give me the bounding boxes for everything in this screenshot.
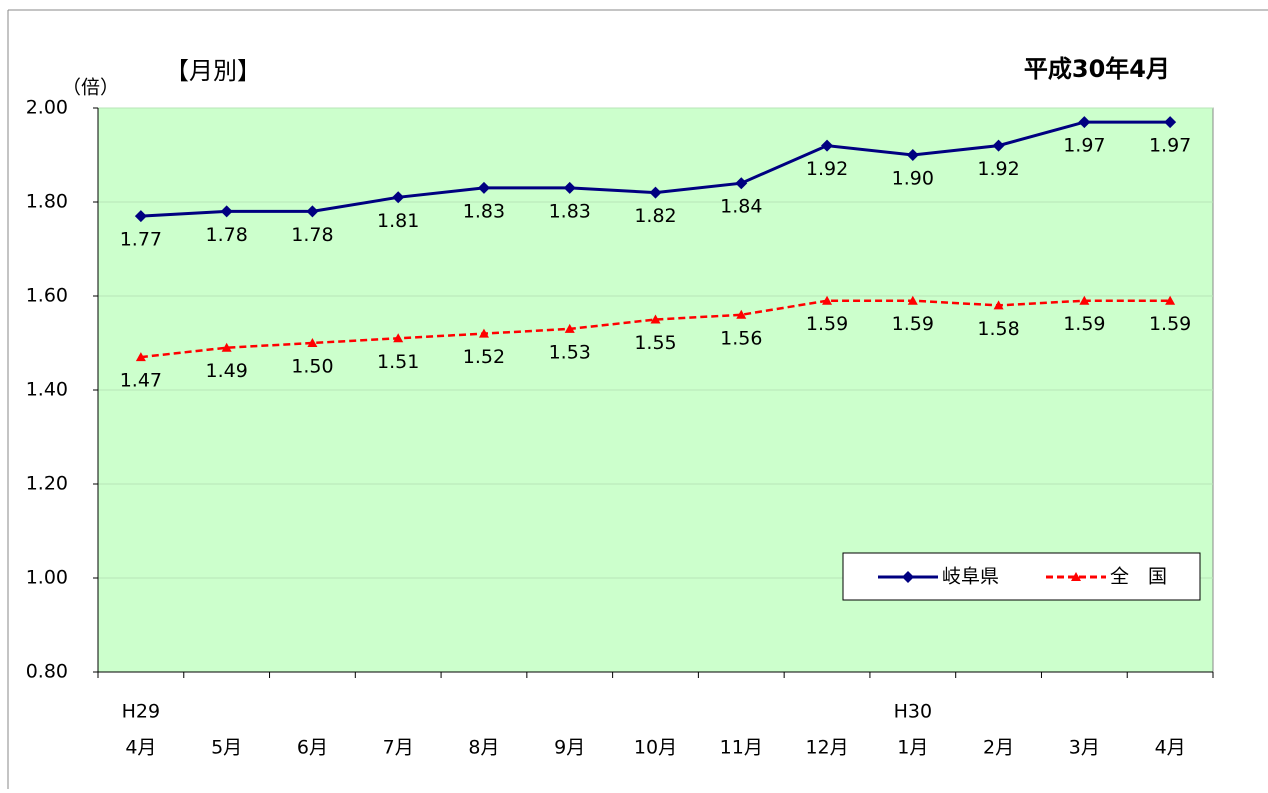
data-label: 1.59 xyxy=(892,313,934,335)
x-tick-label: 11月 xyxy=(720,737,763,759)
marker xyxy=(135,352,146,362)
era-label: H30 xyxy=(894,701,932,723)
chart-subtitle: 平成30年4月 xyxy=(1024,55,1170,83)
x-tick-label: 4月 xyxy=(125,737,156,759)
y-tick-label: 1.20 xyxy=(26,473,68,495)
marker xyxy=(564,323,575,333)
marker xyxy=(992,139,1005,152)
y-tick-label: 2.00 xyxy=(26,97,68,119)
chart-title: 【月別】 xyxy=(165,57,261,85)
y-tick-label: 0.80 xyxy=(26,661,68,683)
marker xyxy=(563,181,576,194)
data-label: 1.50 xyxy=(291,356,333,378)
data-label: 1.59 xyxy=(1149,313,1191,335)
marker xyxy=(220,205,233,218)
marker xyxy=(392,191,405,204)
data-label: 1.90 xyxy=(892,168,934,190)
marker xyxy=(307,338,318,347)
data-label: 1.49 xyxy=(205,360,247,382)
marker xyxy=(736,309,747,319)
data-label: 1.84 xyxy=(720,196,762,218)
y-tick-label: 1.40 xyxy=(26,379,68,401)
data-label: 1.82 xyxy=(634,205,676,227)
x-tick-label: 5月 xyxy=(211,737,242,759)
marker xyxy=(1078,116,1091,129)
x-tick-label: 7月 xyxy=(383,737,414,759)
marker xyxy=(993,300,1004,310)
x-tick-label: 9月 xyxy=(554,737,585,759)
data-label: 1.83 xyxy=(549,200,591,222)
data-label: 1.53 xyxy=(549,341,591,363)
data-label: 1.52 xyxy=(463,346,505,368)
y-tick-label: 1.00 xyxy=(26,567,68,589)
x-tick-label: 3月 xyxy=(1069,737,1100,759)
data-label: 1.78 xyxy=(205,224,247,246)
data-label: 1.59 xyxy=(806,313,848,335)
marker xyxy=(1079,295,1090,305)
y-axis-label: （倍） xyxy=(62,77,119,99)
marker xyxy=(649,186,662,199)
x-tick-label: 6月 xyxy=(297,737,328,759)
data-label: 1.97 xyxy=(1063,135,1105,157)
marker xyxy=(1071,572,1081,581)
legend-label: 全 国 xyxy=(1110,566,1167,588)
marker xyxy=(821,139,834,152)
data-label: 1.77 xyxy=(120,229,162,251)
x-tick-label: 10月 xyxy=(634,737,677,759)
data-label: 1.56 xyxy=(720,327,762,349)
data-label: 1.47 xyxy=(120,370,162,392)
x-tick-label: 12月 xyxy=(805,737,848,759)
data-label: 1.81 xyxy=(377,210,419,232)
marker xyxy=(477,181,490,194)
y-tick-label: 1.80 xyxy=(26,191,68,213)
x-tick-label: 2月 xyxy=(983,737,1014,759)
data-label: 1.58 xyxy=(977,318,1019,340)
x-tick-label: 1月 xyxy=(897,737,928,759)
marker xyxy=(306,205,319,218)
marker xyxy=(1165,295,1176,305)
data-label: 1.83 xyxy=(463,200,505,222)
data-label: 1.55 xyxy=(634,332,676,354)
data-label: 1.97 xyxy=(1149,135,1191,157)
data-label: 1.51 xyxy=(377,351,419,373)
marker xyxy=(221,342,232,352)
marker xyxy=(1164,116,1177,129)
marker xyxy=(906,149,919,161)
marker xyxy=(478,328,489,338)
marker xyxy=(735,177,748,190)
legend-label: 岐阜県 xyxy=(942,566,999,588)
marker xyxy=(822,295,833,305)
marker xyxy=(650,314,661,324)
data-label: 1.92 xyxy=(977,158,1019,180)
x-tick-label: 8月 xyxy=(468,737,499,759)
y-tick-label: 1.60 xyxy=(26,285,68,307)
era-label: H29 xyxy=(122,701,160,723)
marker xyxy=(134,210,147,223)
marker xyxy=(393,333,404,343)
data-label: 1.78 xyxy=(291,224,333,246)
x-tick-label: 4月 xyxy=(1155,737,1186,759)
data-label: 1.92 xyxy=(806,158,848,180)
data-label: 1.59 xyxy=(1063,313,1105,335)
marker xyxy=(907,295,918,305)
marker xyxy=(902,571,914,583)
